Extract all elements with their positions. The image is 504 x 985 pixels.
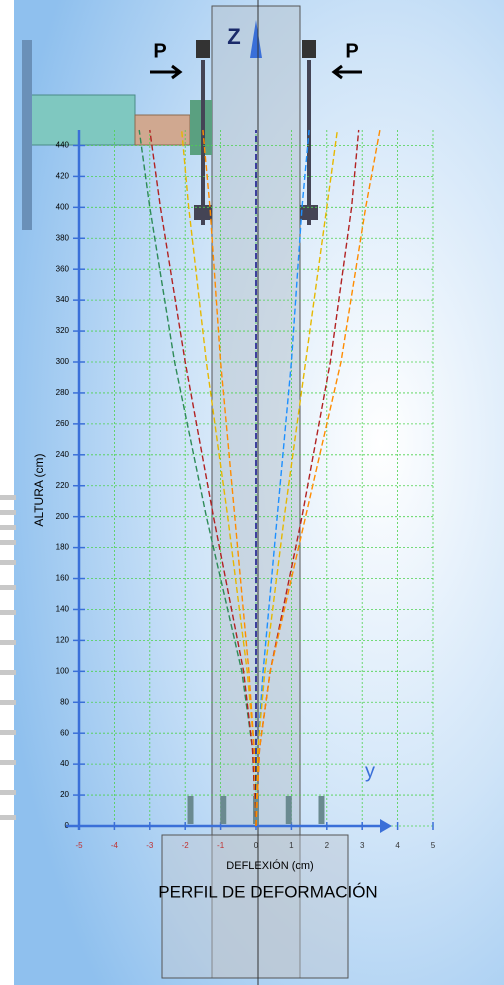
deflection-profile xyxy=(255,129,339,827)
load-label: P xyxy=(345,40,358,62)
plot: 0 20 40 60 80 100 120 140 160 180 200 220 240 260 280 3… xyxy=(56,129,436,850)
x-tick-label: 4 xyxy=(395,841,400,850)
side-stripes xyxy=(0,495,16,820)
y-tick-label: 400 xyxy=(56,202,70,211)
x-tick-label: -1 xyxy=(217,841,225,850)
base xyxy=(161,834,349,979)
y-tick-label: 100 xyxy=(56,666,70,675)
y-tick-label: 240 xyxy=(56,450,70,459)
chart-title: PERFIL DE DEFORMACIÓN xyxy=(158,882,377,901)
x-axis-title: DEFLEXIÓN (cm) xyxy=(226,859,313,872)
y-tick-label: 20 xyxy=(60,790,69,799)
x-axis-arrow xyxy=(380,819,392,833)
deflection-profile xyxy=(149,129,257,827)
support xyxy=(285,796,292,824)
y-tick-label: 320 xyxy=(56,326,70,335)
y-tick-label: 80 xyxy=(60,697,69,706)
y-tick-label: 300 xyxy=(56,357,70,366)
x-tick-label: -5 xyxy=(75,841,83,850)
y-tick-label: 440 xyxy=(56,141,70,150)
x-tick-label: 1 xyxy=(289,841,294,850)
x-tick-label: 2 xyxy=(325,841,330,850)
support xyxy=(187,796,194,824)
deflection-profile xyxy=(255,129,381,827)
x-tick-label: 0 xyxy=(254,841,259,850)
y-tick-label: 140 xyxy=(56,605,70,614)
y-tick-label: 360 xyxy=(56,264,70,273)
y-axis-label: y xyxy=(365,760,375,782)
y-tick-label: 340 xyxy=(56,295,70,304)
deflection-profile xyxy=(202,129,257,827)
y-tick-label: 200 xyxy=(56,512,70,521)
y-tick-label: 160 xyxy=(56,574,70,583)
y-axis-title: ALTURA (cm) xyxy=(32,453,46,526)
x-tick-label: -3 xyxy=(146,841,154,850)
support xyxy=(220,796,227,824)
y-tick-label: 380 xyxy=(56,233,70,242)
x-tick-label: 5 xyxy=(431,841,436,850)
y-tick-label: 220 xyxy=(56,481,70,490)
y-tick-label: 120 xyxy=(56,636,70,645)
support xyxy=(253,796,259,824)
x-tick-label: -2 xyxy=(182,841,190,850)
load-label: P xyxy=(153,40,166,62)
support xyxy=(318,796,325,824)
actuator xyxy=(22,20,362,230)
y-tick-label: 420 xyxy=(56,172,70,181)
x-tick-label: -4 xyxy=(111,841,119,850)
y-tick-label: 280 xyxy=(56,388,70,397)
y-tick-label: 60 xyxy=(60,728,69,737)
x-tick-label: 3 xyxy=(360,841,365,850)
y-tick-label: 40 xyxy=(60,759,69,768)
z-label: Z xyxy=(227,24,240,49)
y-tick-label: 180 xyxy=(56,543,70,552)
y-tick-label: 260 xyxy=(56,419,70,428)
